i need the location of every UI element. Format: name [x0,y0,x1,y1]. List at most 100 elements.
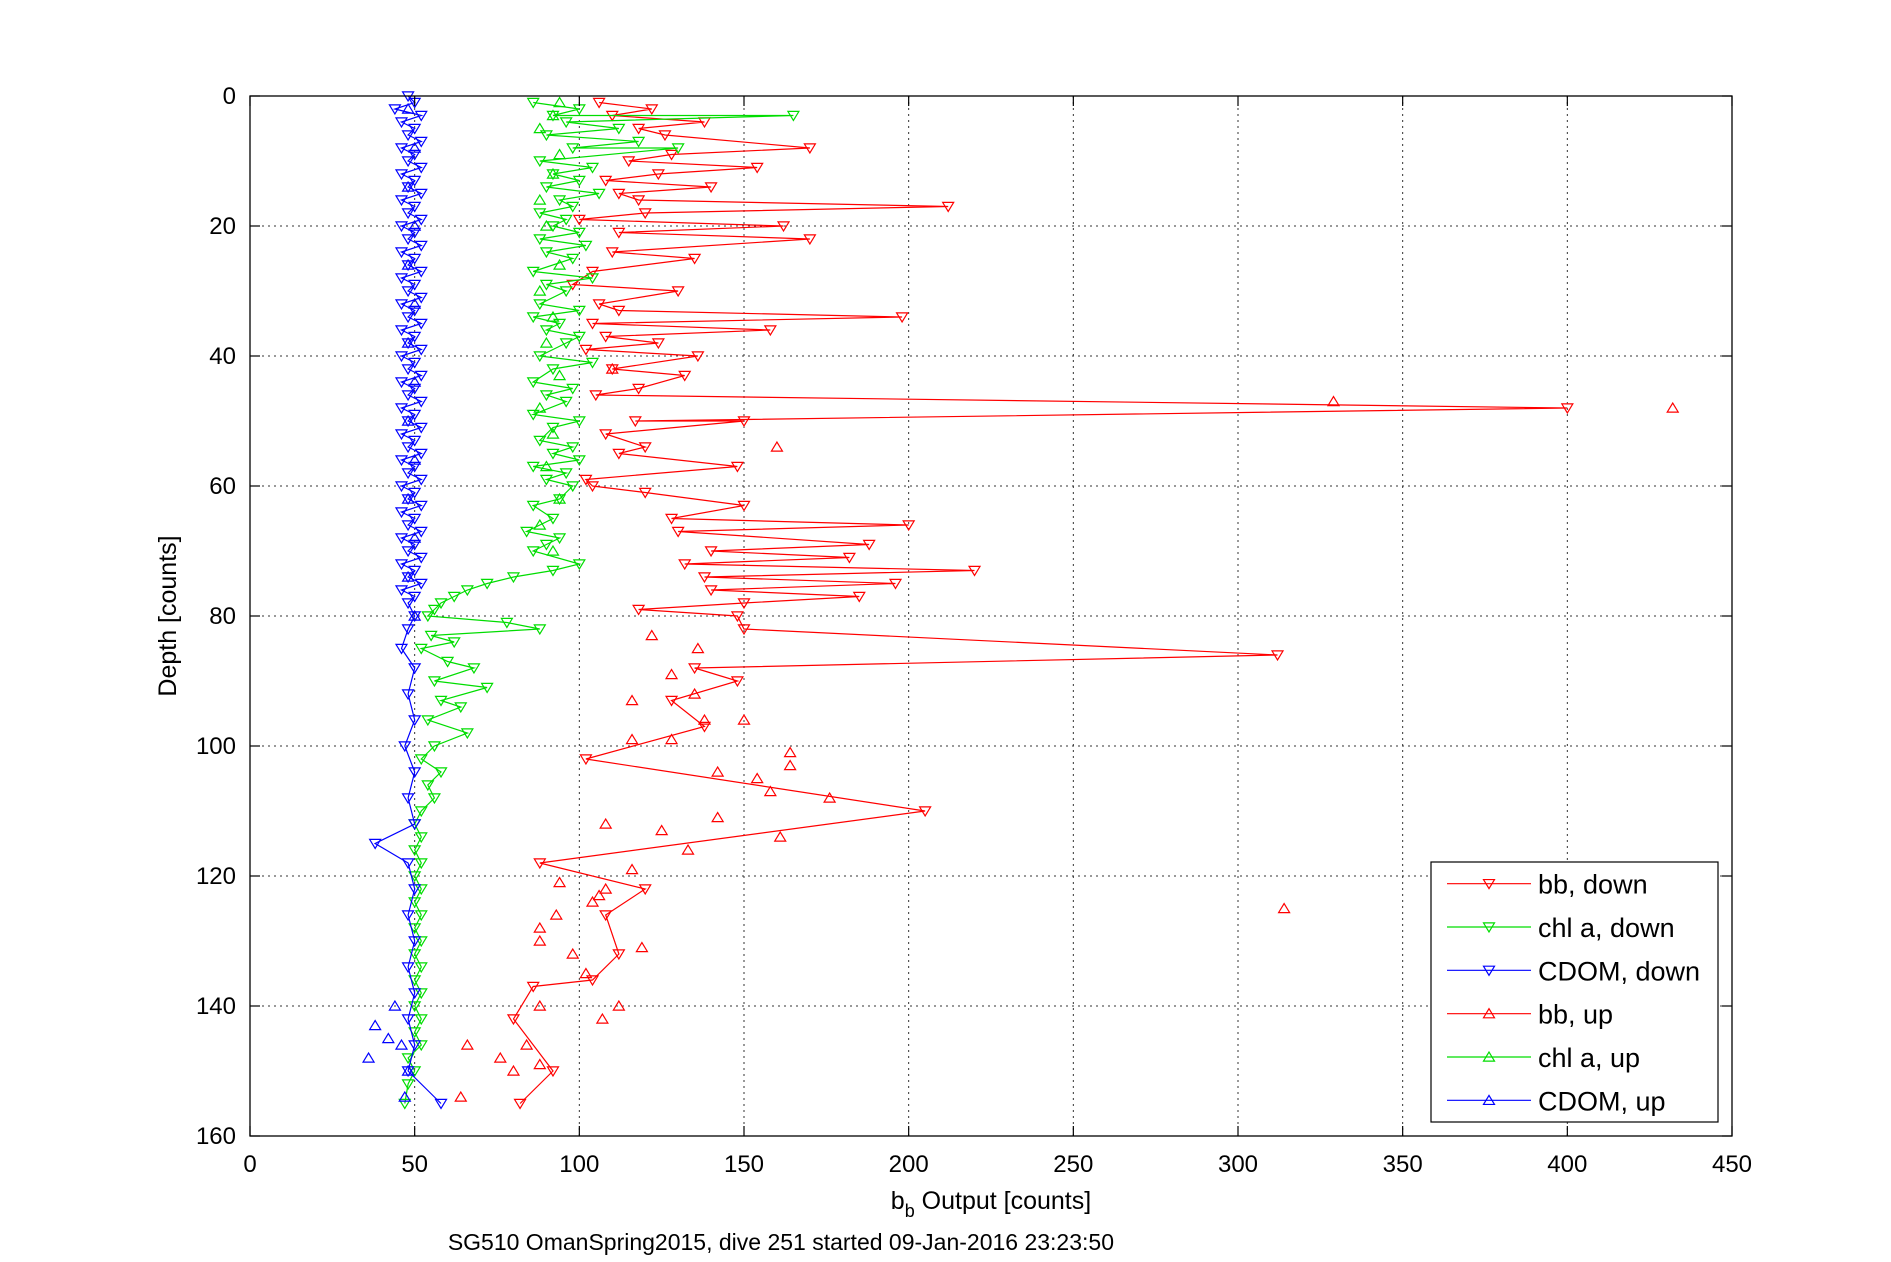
x-tick-label: 100 [559,1151,599,1178]
series-3 [454,362,1680,1102]
data-point [888,578,903,590]
data-point [533,1058,547,1070]
data-point [632,136,646,148]
data-point [381,1032,395,1044]
data-point [401,234,415,246]
data-point [1326,395,1341,407]
data-point [408,409,422,421]
x-tick-label: 200 [889,1151,929,1178]
data-point [632,195,646,207]
series-line [512,101,1568,1104]
data-point [394,559,409,571]
series-5 [361,102,422,1102]
data-point [408,609,422,621]
y-tick-label: 0 [223,83,236,110]
data-point [408,988,422,1000]
data-point [533,999,547,1011]
data-point [730,461,744,473]
data-point [408,175,422,187]
data-point [408,305,422,317]
data-point [414,396,428,408]
data-point [408,383,422,395]
data-point [414,806,428,818]
data-point [401,312,415,324]
data-point [852,591,866,603]
data-point [1270,650,1285,662]
data-point [414,910,428,922]
x-tick-label: 0 [243,1151,256,1178]
data-point [605,247,619,259]
data-point [401,390,415,402]
data-point [520,526,534,538]
data-point [572,305,586,317]
y-tick-label: 40 [209,343,236,370]
data-point [460,1038,474,1050]
data-point [441,656,455,668]
data-point [480,682,494,694]
data-point [638,884,652,896]
data-point [539,336,553,348]
data-point [434,695,448,707]
data-point [585,318,600,330]
data-point [414,344,428,356]
data-point [730,611,744,623]
data-point [651,338,665,350]
data-point [388,999,402,1011]
data-point [546,544,560,556]
data-point [394,377,409,389]
data-point [625,863,639,875]
data-point [918,806,932,818]
data-point [414,962,428,974]
data-point [401,492,415,504]
data-point [408,219,422,231]
data-point [803,143,817,155]
data-point [414,526,428,538]
data-point [783,759,797,771]
data-point [394,455,409,467]
data-point [585,266,600,278]
data-point [394,429,409,441]
data-point [408,279,422,291]
data-point [553,96,567,108]
data-point [526,546,540,558]
data-point [401,520,415,532]
data-point [408,715,422,727]
data-point [902,520,916,532]
data-point [585,895,600,907]
x-axis-label-main: b [891,1187,905,1215]
data-point [671,143,685,155]
data-point [572,455,586,467]
data-point [941,201,955,213]
data-point [559,338,573,350]
data-point [434,598,448,610]
data-point [645,104,659,116]
data-point [394,273,409,285]
data-point [408,949,422,961]
data-point [539,130,553,142]
data-point [526,266,540,278]
legend-marker [1482,965,1496,977]
x-tick-label: 350 [1383,1151,1423,1178]
data-point [632,123,646,135]
data-point [447,637,461,649]
data-point [414,988,428,1000]
data-point [763,325,777,337]
data-point [394,403,409,415]
data-point [414,1040,428,1052]
data-point [533,284,547,296]
data-point [612,999,626,1011]
data-point [579,240,593,252]
data-point [638,487,652,499]
data-point [454,1090,468,1102]
data-point [394,643,409,655]
data-point [414,214,428,226]
data-point [737,500,751,512]
legend-label: bb, up [1538,1000,1613,1030]
data-point [651,169,665,181]
data-point [526,409,540,421]
data-point [408,513,422,525]
data-point [414,292,428,304]
data-point [533,193,547,205]
data-point [625,733,639,745]
data-point [862,539,876,551]
